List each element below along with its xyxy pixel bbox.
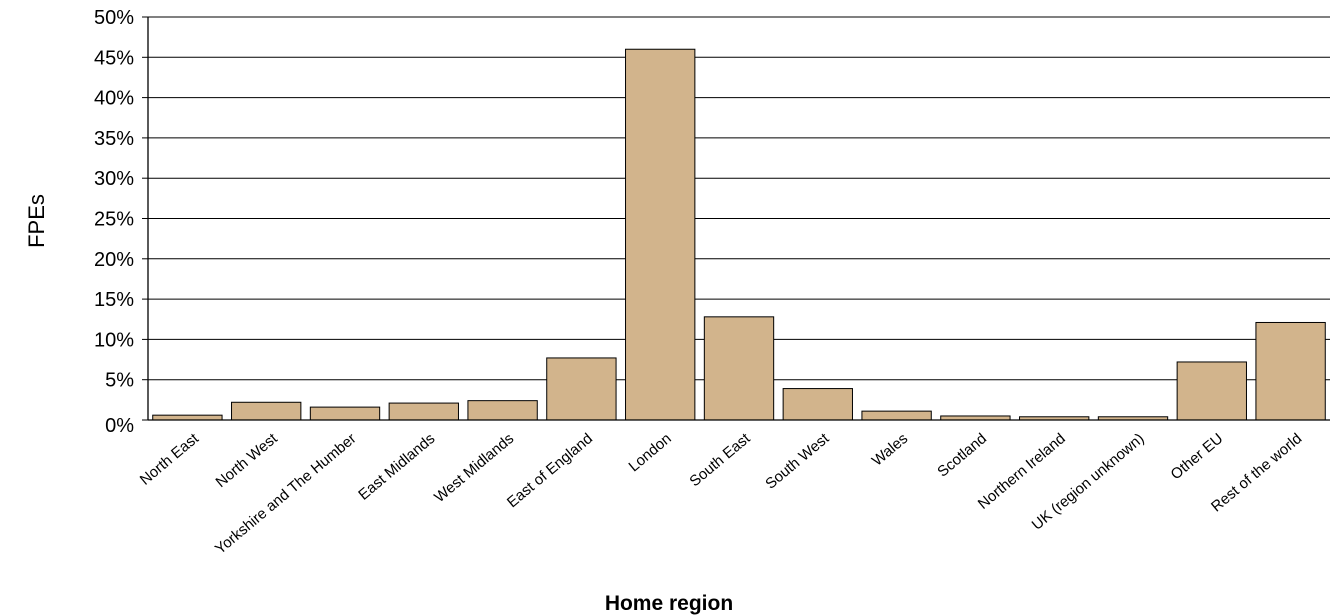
bar <box>625 48 696 421</box>
y-tick-label: 15% <box>94 289 134 311</box>
y-tick-labels: 0% 5% 10% 15% 20% 25% 30% 35% 40% 45% 50% <box>94 7 134 437</box>
bar <box>1176 361 1247 421</box>
bar <box>309 406 381 421</box>
y-tick-label: 35% <box>94 128 134 150</box>
x-tick-label: South West <box>762 430 833 493</box>
bar <box>1255 321 1326 421</box>
x-tick-label: North West <box>213 430 282 492</box>
bar <box>467 400 538 421</box>
x-axis-title: Home region <box>605 592 733 615</box>
bar <box>782 388 853 421</box>
y-tick-label: 20% <box>94 249 134 271</box>
x-tick-label: South East <box>686 430 754 491</box>
x-tick-label: Yorkshire and The Humber <box>212 430 360 558</box>
x-tick-label: Other EU <box>1168 430 1227 483</box>
gridlines <box>142 16 1330 421</box>
bar <box>861 410 932 421</box>
bar <box>152 414 223 421</box>
x-tick-label: North East <box>137 430 203 489</box>
bars <box>152 48 1326 421</box>
x-tick-label: Wales <box>869 430 911 469</box>
x-tick-label: Scotland <box>934 430 990 481</box>
y-tick-label: 0% <box>105 415 134 437</box>
y-tick-label: 5% <box>105 370 134 392</box>
x-tick-label: East of England <box>504 430 596 511</box>
y-axis-title: FPEs <box>24 194 49 248</box>
y-tick-label: 45% <box>94 47 134 69</box>
y-tick-label: 25% <box>94 209 134 231</box>
bar <box>703 316 775 421</box>
y-tick-label: 10% <box>94 329 134 351</box>
y-tick-label: 50% <box>94 7 134 29</box>
x-tick-label: London <box>625 430 674 475</box>
bar <box>388 402 459 421</box>
y-tick-label: 40% <box>94 88 134 110</box>
x-tick-label: West Midlands <box>431 430 517 506</box>
x-tick-label: East Midlands <box>355 430 438 504</box>
y-tick-label: 30% <box>94 168 134 190</box>
bar <box>546 357 617 421</box>
bar <box>231 401 302 421</box>
